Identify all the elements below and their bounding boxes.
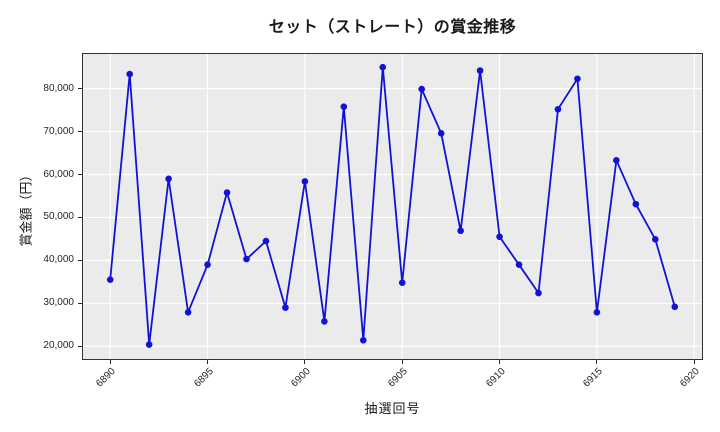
data-point-marker: [652, 236, 659, 243]
data-point-marker: [398, 279, 406, 287]
x-tick-mark: [207, 360, 209, 364]
x-tick-mark: [304, 360, 306, 364]
chart-title: セット（ストレート）の賞金推移: [268, 19, 517, 36]
data-point-marker: [554, 105, 562, 113]
data-point-marker: [418, 85, 426, 93]
y-tick-label: 70,000: [43, 125, 74, 137]
data-point-marker: [574, 75, 581, 83]
y-tick-label: 40,000: [43, 254, 74, 266]
y-tick-label: 80,000: [43, 82, 74, 94]
data-point-marker: [184, 309, 192, 316]
y-tick-mark: [78, 345, 82, 347]
data-point-marker: [340, 103, 348, 110]
plot-area: [82, 53, 703, 360]
data-point-marker: [496, 233, 503, 241]
data-point-marker: [243, 255, 250, 263]
data-point-marker: [262, 237, 270, 245]
data-point-marker: [126, 70, 133, 78]
y-tick-mark: [78, 131, 82, 133]
data-point-marker: [165, 175, 172, 183]
data-point-marker: [301, 178, 309, 185]
data-point-marker: [476, 67, 484, 74]
y-tick-mark: [78, 216, 82, 218]
data-point-marker: [145, 341, 153, 348]
data-point-marker: [359, 336, 367, 344]
x-tick-mark: [693, 360, 695, 364]
y-tick-label: 60,000: [43, 168, 74, 180]
plot-border: [82, 53, 703, 360]
data-point-marker: [457, 227, 464, 235]
data-point-marker: [535, 289, 542, 297]
data-point-marker: [593, 309, 601, 316]
y-tick-label: 20,000: [43, 340, 74, 352]
data-point-marker: [437, 129, 445, 137]
x-tick-mark: [499, 360, 501, 364]
data-point-marker: [632, 200, 640, 208]
y-tick-mark: [78, 302, 82, 304]
y-tick-mark: [78, 174, 82, 175]
x-tick-mark: [109, 360, 111, 364]
y-tick-label: 50,000: [43, 211, 74, 223]
y-tick-label: 30,000: [43, 297, 74, 309]
data-point-marker: [613, 157, 620, 164]
data-point-marker: [321, 318, 328, 325]
data-point-marker: [282, 304, 289, 311]
data-point-marker: [223, 189, 231, 196]
y-tick-mark: [78, 88, 82, 90]
x-axis-label: 抽選回号: [364, 401, 421, 416]
data-point-marker: [671, 303, 679, 311]
data-point-marker: [204, 261, 211, 268]
x-tick-mark: [596, 360, 598, 364]
line-chart-svg: [82, 53, 703, 360]
x-tick-mark: [401, 360, 403, 364]
data-point-marker: [515, 261, 523, 268]
data-point-marker: [379, 63, 387, 71]
data-line: [109, 67, 676, 345]
data-point-marker: [106, 276, 114, 284]
y-tick-mark: [78, 259, 82, 261]
